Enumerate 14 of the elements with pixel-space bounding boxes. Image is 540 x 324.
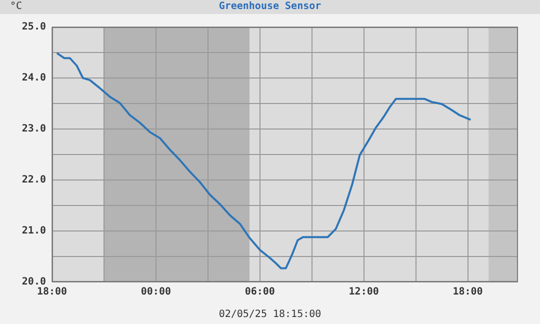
y-tick-label: 24.0 — [22, 72, 46, 84]
x-tick-label: 12:00 — [348, 286, 379, 298]
y-tick-label: 22.0 — [22, 174, 46, 186]
y-tick-label: 20.0 — [22, 276, 46, 288]
y-tick-label: 25.0 — [22, 22, 46, 33]
x-tick-label: 18:00 — [36, 286, 68, 298]
x-axis-title: 02/05/25 18:15:00 — [218, 309, 322, 320]
x-tick-label: 06:00 — [244, 286, 275, 298]
x-tick-label: 18:00 — [452, 286, 483, 298]
chart-title: Greenhouse Sensor — [218, 1, 322, 12]
y-tick-label: 21.0 — [22, 226, 46, 237]
x-tick-label: 00:00 — [140, 286, 171, 298]
y-tick-label: 23.0 — [22, 124, 46, 135]
y-axis-title: °C — [10, 1, 22, 12]
